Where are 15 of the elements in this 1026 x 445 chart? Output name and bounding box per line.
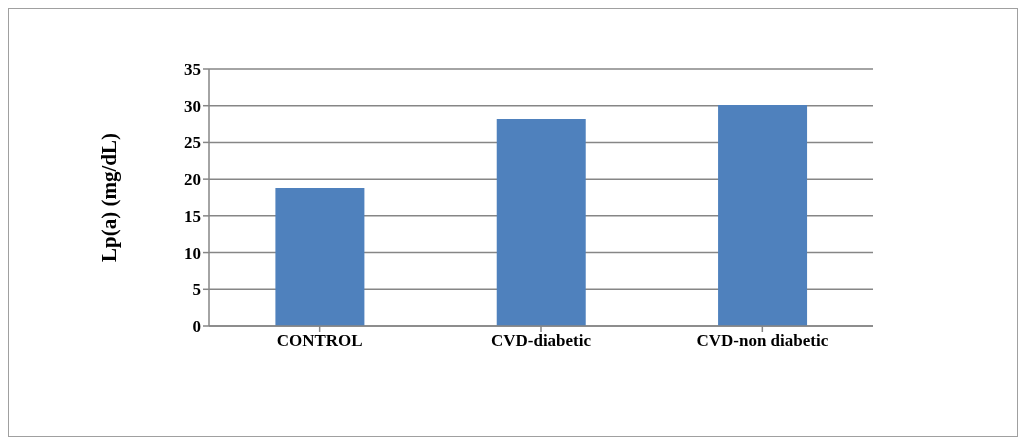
y-tick-label: 35: [184, 60, 201, 80]
bar: [718, 104, 808, 326]
y-tick-label: 20: [184, 170, 201, 190]
y-tick-label: 5: [192, 280, 201, 300]
x-tick-label: CONTROL: [276, 331, 363, 351]
y-axis-title: Lp(a) (mg/dL): [97, 133, 122, 262]
x-tick-label: CVD-non diabetic: [696, 331, 829, 351]
y-tick-label: 0: [192, 317, 201, 337]
x-tick-label: CVD-diabetic: [490, 331, 592, 351]
y-tick-label: 25: [184, 133, 201, 153]
y-tick-label: 15: [184, 206, 201, 226]
bar: [496, 118, 586, 326]
y-tick-label: 30: [184, 96, 201, 116]
bar: [275, 187, 365, 326]
y-tick-label: 10: [184, 243, 201, 263]
